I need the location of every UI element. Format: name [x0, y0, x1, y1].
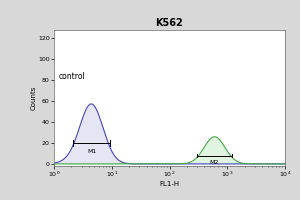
- Text: M2: M2: [210, 160, 219, 165]
- Text: M1: M1: [87, 149, 96, 154]
- X-axis label: FL1-H: FL1-H: [159, 181, 180, 187]
- Title: K562: K562: [156, 18, 183, 28]
- Text: control: control: [58, 72, 85, 81]
- Y-axis label: Counts: Counts: [31, 86, 37, 110]
